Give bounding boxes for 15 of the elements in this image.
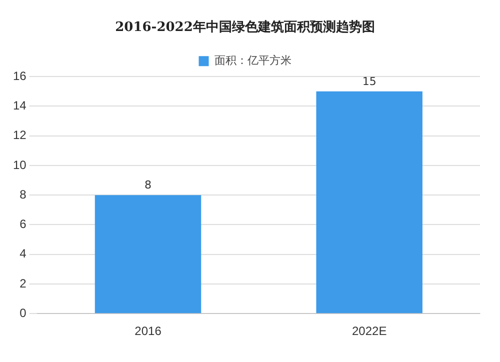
y-tick-label: 6 xyxy=(20,217,27,232)
y-tick-label: 12 xyxy=(12,128,27,142)
y-tick-label: 14 xyxy=(12,98,27,113)
y-tick-label: 2 xyxy=(20,276,27,290)
x-tick-label: 2022E xyxy=(352,324,387,338)
y-tick-label: 8 xyxy=(20,187,27,202)
x-tick-label: 2016 xyxy=(134,324,162,338)
y-tick-label: 10 xyxy=(12,158,27,172)
y-tick-label: 4 xyxy=(20,246,27,261)
y-tick-label: 16 xyxy=(12,68,27,83)
data-label: 15 xyxy=(362,74,376,88)
data-label: 8 xyxy=(144,178,152,192)
chart-title: 2016-2022年中国绿色建筑面积预测趋势图 xyxy=(115,19,375,36)
legend-label: 面积：亿平方米 xyxy=(214,54,292,68)
y-tick-label: 0 xyxy=(20,306,27,320)
